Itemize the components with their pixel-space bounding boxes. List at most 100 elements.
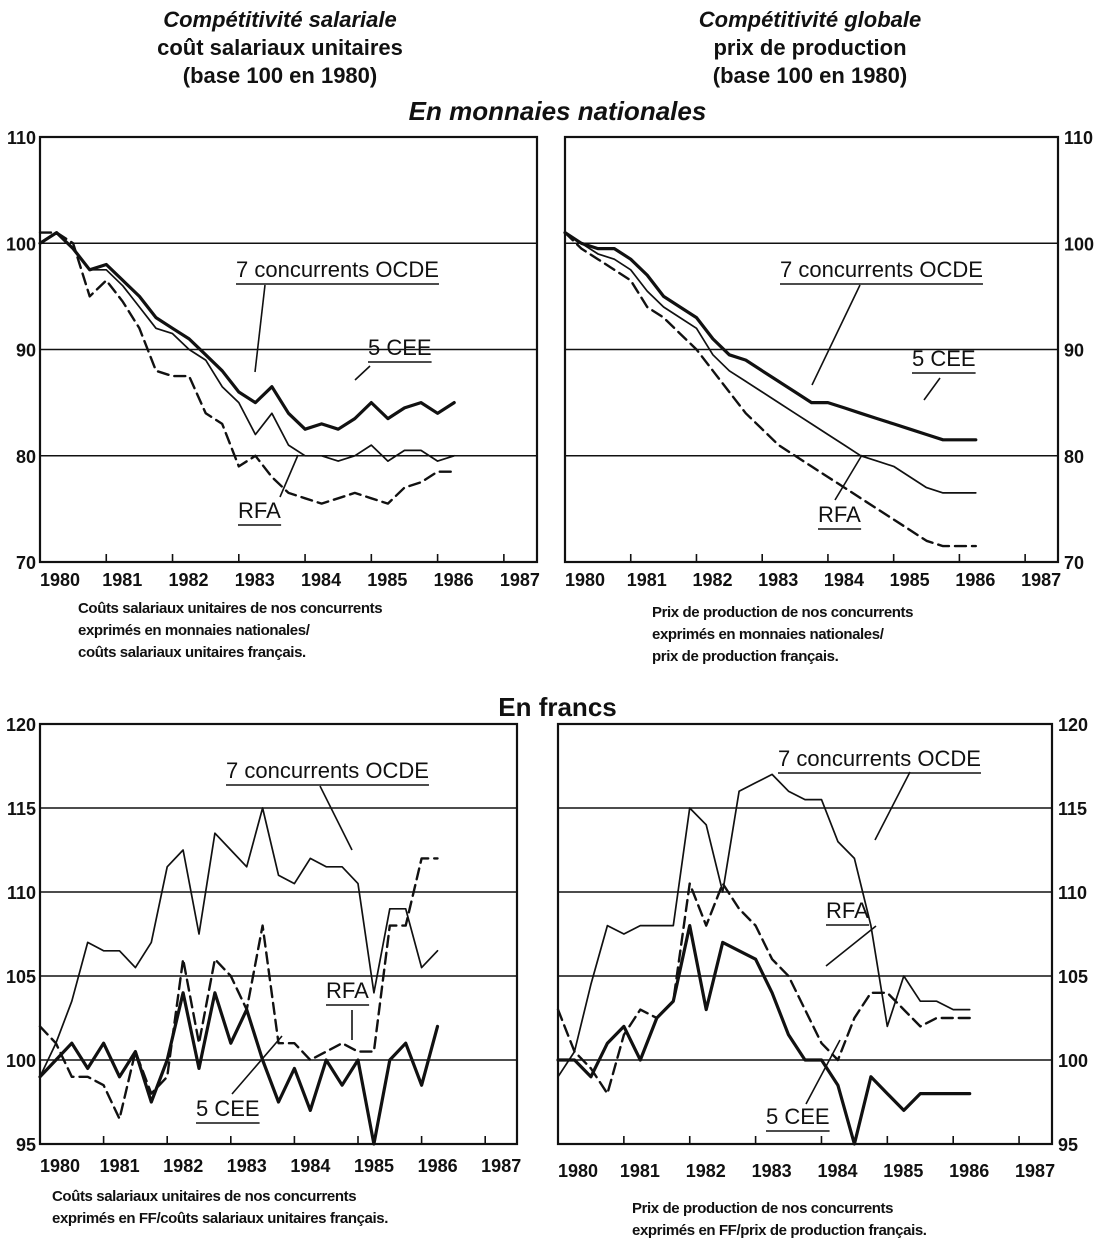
x-tick-label: 1984 xyxy=(290,1156,330,1176)
series-line xyxy=(563,231,977,548)
x-tick-label: 1980 xyxy=(558,1161,598,1181)
y-tick-label: 110 xyxy=(7,883,36,903)
x-tick-label: 1983 xyxy=(235,570,275,590)
right-header-line3: (base 100 en 1980) xyxy=(712,63,908,88)
chart-br: 95 100 105 110 115 120 1980 1981 1982 1983 1984 198… xyxy=(556,715,1088,1181)
series-label: 7 concurrents OCDE xyxy=(236,257,439,282)
label-pointer xyxy=(319,785,353,851)
x-tick-label: 1987 xyxy=(500,570,540,590)
x-tick-label: 1987 xyxy=(481,1156,521,1176)
y-tick-label: 100 xyxy=(6,234,36,254)
caption-line: Prix de production de nos concurrents xyxy=(632,1200,894,1217)
y-tick-label: 90 xyxy=(16,341,36,361)
x-tick-label: 1986 xyxy=(955,570,995,590)
x-tick-label: 1986 xyxy=(949,1161,989,1181)
caption-line: exprimés en monnaies nationales/ xyxy=(78,622,310,639)
x-tick-label: 1982 xyxy=(169,570,209,590)
y-tick-label: 115 xyxy=(1058,799,1087,819)
caption-bottom-right: Prix de production de nos concurrents ex… xyxy=(632,1198,927,1242)
y-tick-label: 70 xyxy=(1064,553,1084,573)
series-label: RFA xyxy=(826,898,869,923)
caption-line: exprimés en FF/prix de production frança… xyxy=(632,1222,927,1239)
x-tick-label: 1983 xyxy=(227,1156,267,1176)
y-tick-label: 110 xyxy=(7,128,36,148)
label-pointer xyxy=(279,454,299,498)
series-line xyxy=(38,991,440,1146)
series-label: 5 CEE xyxy=(766,1104,830,1129)
series-line xyxy=(563,231,978,442)
label-pointer xyxy=(354,365,371,381)
right-column-header: Compétitivité globale prix de production… xyxy=(620,6,1000,90)
x-tick-label: 1980 xyxy=(565,570,605,590)
series-label: RFA xyxy=(238,498,281,523)
x-tick-label: 1987 xyxy=(1015,1161,1055,1181)
section-title-top: En monnaies nationales xyxy=(408,96,707,126)
y-tick-label: 105 xyxy=(6,967,36,987)
caption-bottom-left: Coûts salariaux unitaires de nos concurr… xyxy=(52,1186,388,1230)
caption-line: prix de production français. xyxy=(652,648,839,665)
x-tick-label: 1987 xyxy=(1021,570,1061,590)
x-tick-label: 1986 xyxy=(434,570,474,590)
series-line xyxy=(38,231,456,505)
x-tick-label: 1984 xyxy=(301,570,341,590)
caption-line: exprimés en monnaies nationales/ xyxy=(652,626,884,643)
x-tick-label: 1981 xyxy=(627,570,667,590)
x-tick-label: 1981 xyxy=(100,1156,140,1176)
y-tick-label: 100 xyxy=(1064,234,1094,254)
label-pointer xyxy=(805,1039,841,1105)
chart-bl: 95 100 105 110 115 120 1980 1981 1982 1983 1984 198… xyxy=(6,715,521,1176)
label-pointer xyxy=(254,284,266,373)
left-header-line2: coût salariaux unitaires xyxy=(157,35,403,60)
x-tick-label: 1985 xyxy=(890,570,930,590)
x-tick-label: 1980 xyxy=(40,1156,80,1176)
caption-line: Coûts salariaux unitaires de nos concurr… xyxy=(78,600,383,617)
series-line xyxy=(39,807,439,1078)
series-line xyxy=(564,231,977,494)
plot-frame xyxy=(38,722,519,1146)
caption-top-left: Coûts salariaux unitaires de nos concurr… xyxy=(78,598,383,664)
section-title-bottom: En francs xyxy=(498,692,617,722)
caption-top-right: Prix de production de nos concurrents ex… xyxy=(652,602,913,668)
y-tick-label: 80 xyxy=(1064,447,1084,467)
series-label: 5 CEE xyxy=(912,346,976,371)
x-tick-label: 1986 xyxy=(418,1156,458,1176)
series-line xyxy=(38,857,439,1120)
right-header-line1: Compétitivité globale xyxy=(698,7,922,32)
x-tick-label: 1984 xyxy=(817,1161,857,1181)
caption-line: Prix de production de nos concurrents xyxy=(652,604,914,621)
label-pointer xyxy=(825,925,877,967)
left-header-line1: Compétitivité salariale xyxy=(163,7,397,32)
y-tick-label: 70 xyxy=(16,553,36,573)
x-tick-label: 1985 xyxy=(883,1161,923,1181)
x-tick-label: 1983 xyxy=(752,1161,792,1181)
series-line xyxy=(38,231,456,431)
label-pointer xyxy=(811,284,861,386)
y-tick-label: 90 xyxy=(1064,341,1084,361)
series-label: RFA xyxy=(818,502,861,527)
y-tick-label: 95 xyxy=(1058,1135,1078,1155)
series-line xyxy=(556,924,972,1146)
x-tick-label: 1982 xyxy=(692,570,732,590)
right-header-line2: prix de production xyxy=(713,35,907,60)
y-tick-label: 105 xyxy=(1058,967,1088,987)
x-tick-label: 1985 xyxy=(367,570,407,590)
y-tick-label: 110 xyxy=(1064,128,1093,148)
x-tick-label: 1983 xyxy=(758,570,798,590)
caption-line: Coûts salariaux unitaires de nos concurr… xyxy=(52,1188,357,1205)
series-label: 7 concurrents OCDE xyxy=(780,257,983,282)
x-tick-label: 1982 xyxy=(163,1156,203,1176)
series-label: 7 concurrents OCDE xyxy=(226,758,429,783)
label-pointer xyxy=(874,771,911,841)
series-label: RFA xyxy=(326,978,369,1003)
plot-frame xyxy=(556,722,1054,1146)
y-tick-label: 100 xyxy=(6,1051,36,1071)
series-line xyxy=(556,882,971,1095)
series-label: 5 CEE xyxy=(196,1096,260,1121)
y-tick-label: 120 xyxy=(1058,715,1088,735)
x-tick-label: 1982 xyxy=(686,1161,726,1181)
chart-tl: 70 80 90 100 110 1980 1981 1982 1983 1984 1985 1986… xyxy=(6,128,540,590)
series-label: 5 CEE xyxy=(368,335,432,360)
left-header-line3: (base 100 en 1980) xyxy=(182,63,378,88)
label-pointer xyxy=(834,454,863,501)
